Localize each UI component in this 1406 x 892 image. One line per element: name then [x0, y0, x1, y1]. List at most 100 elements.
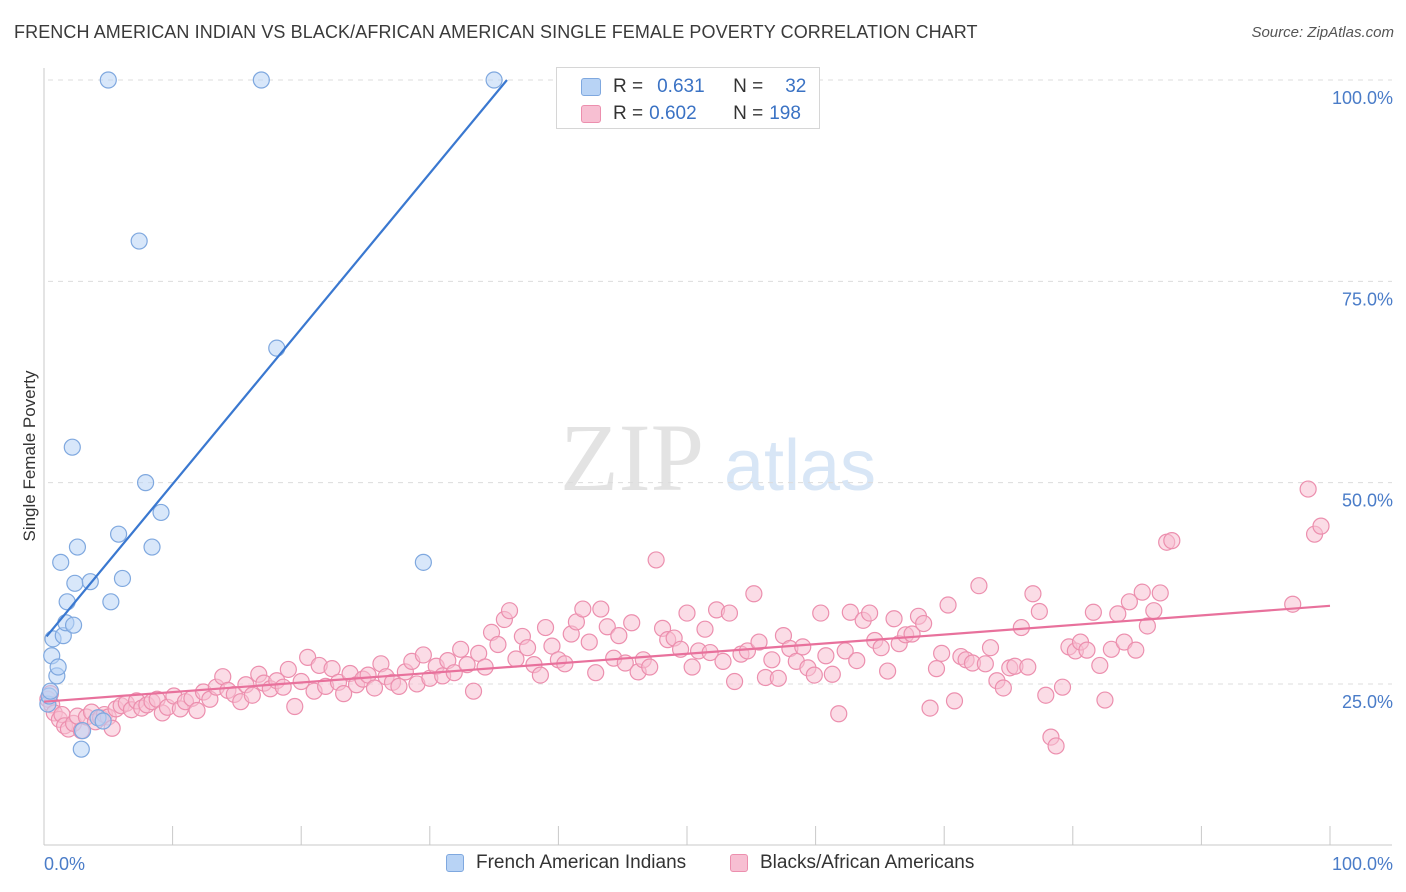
n-label-blue: N = [733, 76, 764, 97]
y-axis-label: Single Female Poverty [20, 370, 39, 542]
legend-swatch-french [446, 854, 464, 872]
n-value-blue: 32 [785, 76, 807, 97]
stats-legend-box: R = 0.631 N = 32 R = 0.602 N = 198 [556, 67, 820, 129]
data-point-blacks [725, 672, 744, 691]
data-point-blacks [848, 651, 866, 670]
r-value-pink: 0.602 [649, 103, 697, 124]
data-point-blacks [390, 677, 408, 695]
data-point-french [109, 525, 128, 543]
data-point-blacks [981, 639, 1000, 657]
data-point-blacks [812, 604, 830, 622]
data-point-blacks [720, 604, 739, 622]
trendlines [43, 79, 1331, 703]
data-point-blacks [879, 662, 897, 680]
data-point-french [136, 474, 155, 492]
data-point-blacks [647, 551, 665, 569]
data-point-blacks [1133, 583, 1151, 601]
data-point-french [41, 682, 60, 700]
data-point-french [94, 712, 112, 730]
trendline-french [45, 79, 508, 638]
data-point-blacks [976, 655, 994, 673]
data-point-blacks [794, 638, 812, 656]
data-point-blacks [769, 669, 787, 687]
data-point-blacks [939, 596, 957, 614]
series-french-points [39, 71, 503, 758]
y-tick-label: 25.0% [1342, 692, 1393, 712]
stats-row-pink: R = 0.602 N = 198 [581, 103, 801, 125]
data-point-blacks [598, 618, 616, 636]
data-point-blacks [714, 652, 732, 671]
data-point-blacks [1053, 678, 1072, 696]
data-point-blacks [1138, 617, 1156, 635]
r-label-pink: R = [613, 103, 644, 124]
data-point-blacks [279, 660, 297, 679]
data-point-blacks [872, 639, 890, 657]
data-point-blacks [188, 701, 206, 720]
data-point-blacks [861, 604, 879, 622]
data-point-blacks [414, 646, 432, 664]
data-point-blacks [518, 639, 537, 657]
data-point-blacks [531, 666, 549, 684]
data-point-blacks [476, 658, 494, 676]
data-point-blacks [580, 633, 598, 651]
data-point-blacks [927, 660, 946, 678]
data-point-blacks [1096, 691, 1114, 709]
x-tick-label-max: 100.0% [1332, 854, 1393, 874]
data-point-blacks [1037, 686, 1055, 704]
data-point-french [99, 71, 117, 89]
data-point-blacks [830, 705, 848, 723]
data-point-blacks [805, 666, 823, 684]
data-point-blacks [841, 603, 859, 621]
data-point-blacks [763, 651, 781, 669]
data-point-french [68, 538, 87, 556]
data-point-blacks [464, 682, 483, 700]
data-point-french [152, 503, 170, 522]
data-point-blacks [1299, 480, 1317, 498]
n-label-pink: N = [733, 103, 764, 124]
data-point-french [113, 569, 132, 588]
data-point-blacks [750, 633, 768, 651]
r-label-blue: R = [613, 76, 644, 97]
legend-label-french: French American Indians [476, 852, 687, 873]
data-point-blacks [286, 697, 304, 716]
y-tick-label: 50.0% [1342, 491, 1393, 511]
data-point-french [414, 553, 432, 571]
stats-swatch-pink [581, 105, 601, 123]
legend-swatch-blacks [730, 854, 748, 872]
data-point-french [130, 232, 148, 250]
data-point-french [72, 740, 90, 758]
x-tick-labels: 0.0% 100.0% [44, 854, 1393, 874]
data-point-blacks [1102, 640, 1120, 658]
data-point-blacks [335, 685, 353, 703]
data-point-blacks [365, 679, 384, 697]
legend-item-french: French American Indians [446, 852, 686, 874]
data-point-blacks [1084, 603, 1102, 621]
data-point-blacks [915, 614, 933, 633]
data-point-french [252, 71, 270, 89]
axes [43, 68, 1392, 846]
data-point-french [63, 438, 81, 456]
data-point-blacks [623, 614, 641, 632]
legend-label-blacks: Blacks/African Americans [760, 852, 975, 873]
data-point-blacks [1091, 656, 1109, 675]
data-point-blacks [678, 604, 696, 622]
data-point-blacks [885, 610, 903, 628]
data-point-blacks [1019, 658, 1037, 676]
data-point-blacks [1047, 737, 1065, 755]
data-point-blacks [823, 665, 841, 683]
data-point-blacks [933, 644, 951, 662]
data-point-blacks [745, 585, 763, 603]
data-point-french [268, 339, 286, 357]
data-point-blacks [458, 656, 476, 674]
data-point-blacks [1127, 641, 1145, 659]
data-point-blacks [1151, 584, 1169, 602]
chart-source: Source: ZipAtlas.com [1251, 24, 1394, 41]
data-point-french [58, 593, 76, 611]
data-point-blacks [817, 647, 835, 665]
data-point-french [66, 574, 84, 592]
watermark-zip: ZIP [560, 404, 704, 511]
data-point-blacks [587, 664, 605, 682]
data-point-blacks [970, 577, 988, 595]
data-point-blacks [683, 658, 701, 676]
